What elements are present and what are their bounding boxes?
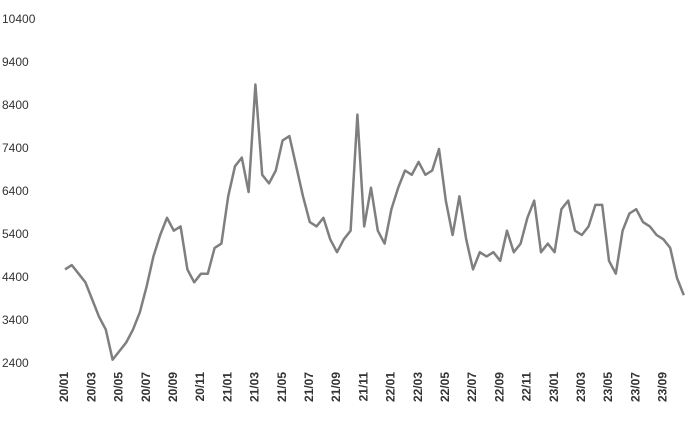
x-tick-label: 21/09 (329, 372, 343, 402)
x-tick-label: 22/09 (492, 372, 506, 402)
x-tick-label: 20/11 (193, 372, 207, 402)
x-tick-label: 21/07 (302, 372, 316, 402)
x-tick-label: 21/01 (220, 372, 234, 402)
x-tick-label: 22/01 (384, 372, 398, 402)
line (64, 83, 685, 361)
y-tick-label: 2400 (2, 356, 29, 370)
x-tick-label: 20/09 (166, 372, 180, 402)
x-tick-label: 23/03 (574, 372, 588, 402)
x-tick-label: 22/05 (438, 372, 452, 402)
x-tick-label: 22/03 (411, 372, 425, 402)
y-tick-label: 10400 (2, 12, 36, 26)
x-tick-label: 23/07 (628, 372, 642, 402)
y-tick-label: 9400 (2, 55, 29, 69)
x-tick-label: 21/05 (275, 372, 289, 402)
x-tick-label: 21/11 (356, 372, 370, 402)
x-tick-label: 23/09 (656, 372, 670, 402)
y-tick-label: 4400 (2, 270, 29, 284)
x-tick-label: 22/11 (520, 372, 534, 402)
x-tick-label: 20/07 (139, 372, 153, 402)
x-tick-label: 22/07 (465, 372, 479, 402)
x-tick-label: 20/05 (112, 372, 126, 402)
x-tick-label: 21/03 (248, 372, 262, 402)
y-tick-label: 8400 (2, 98, 29, 112)
y-tick-label: 6400 (2, 184, 29, 198)
x-tick-label: 20/03 (84, 372, 98, 402)
y-tick-label: 7400 (2, 141, 29, 155)
y-tick-label: 3400 (2, 313, 29, 327)
y-tick-label: 5400 (2, 227, 29, 241)
x-tick-label: 23/05 (601, 372, 615, 402)
x-tick-label: 23/01 (547, 372, 561, 402)
x-tick-label: 20/01 (57, 372, 71, 402)
